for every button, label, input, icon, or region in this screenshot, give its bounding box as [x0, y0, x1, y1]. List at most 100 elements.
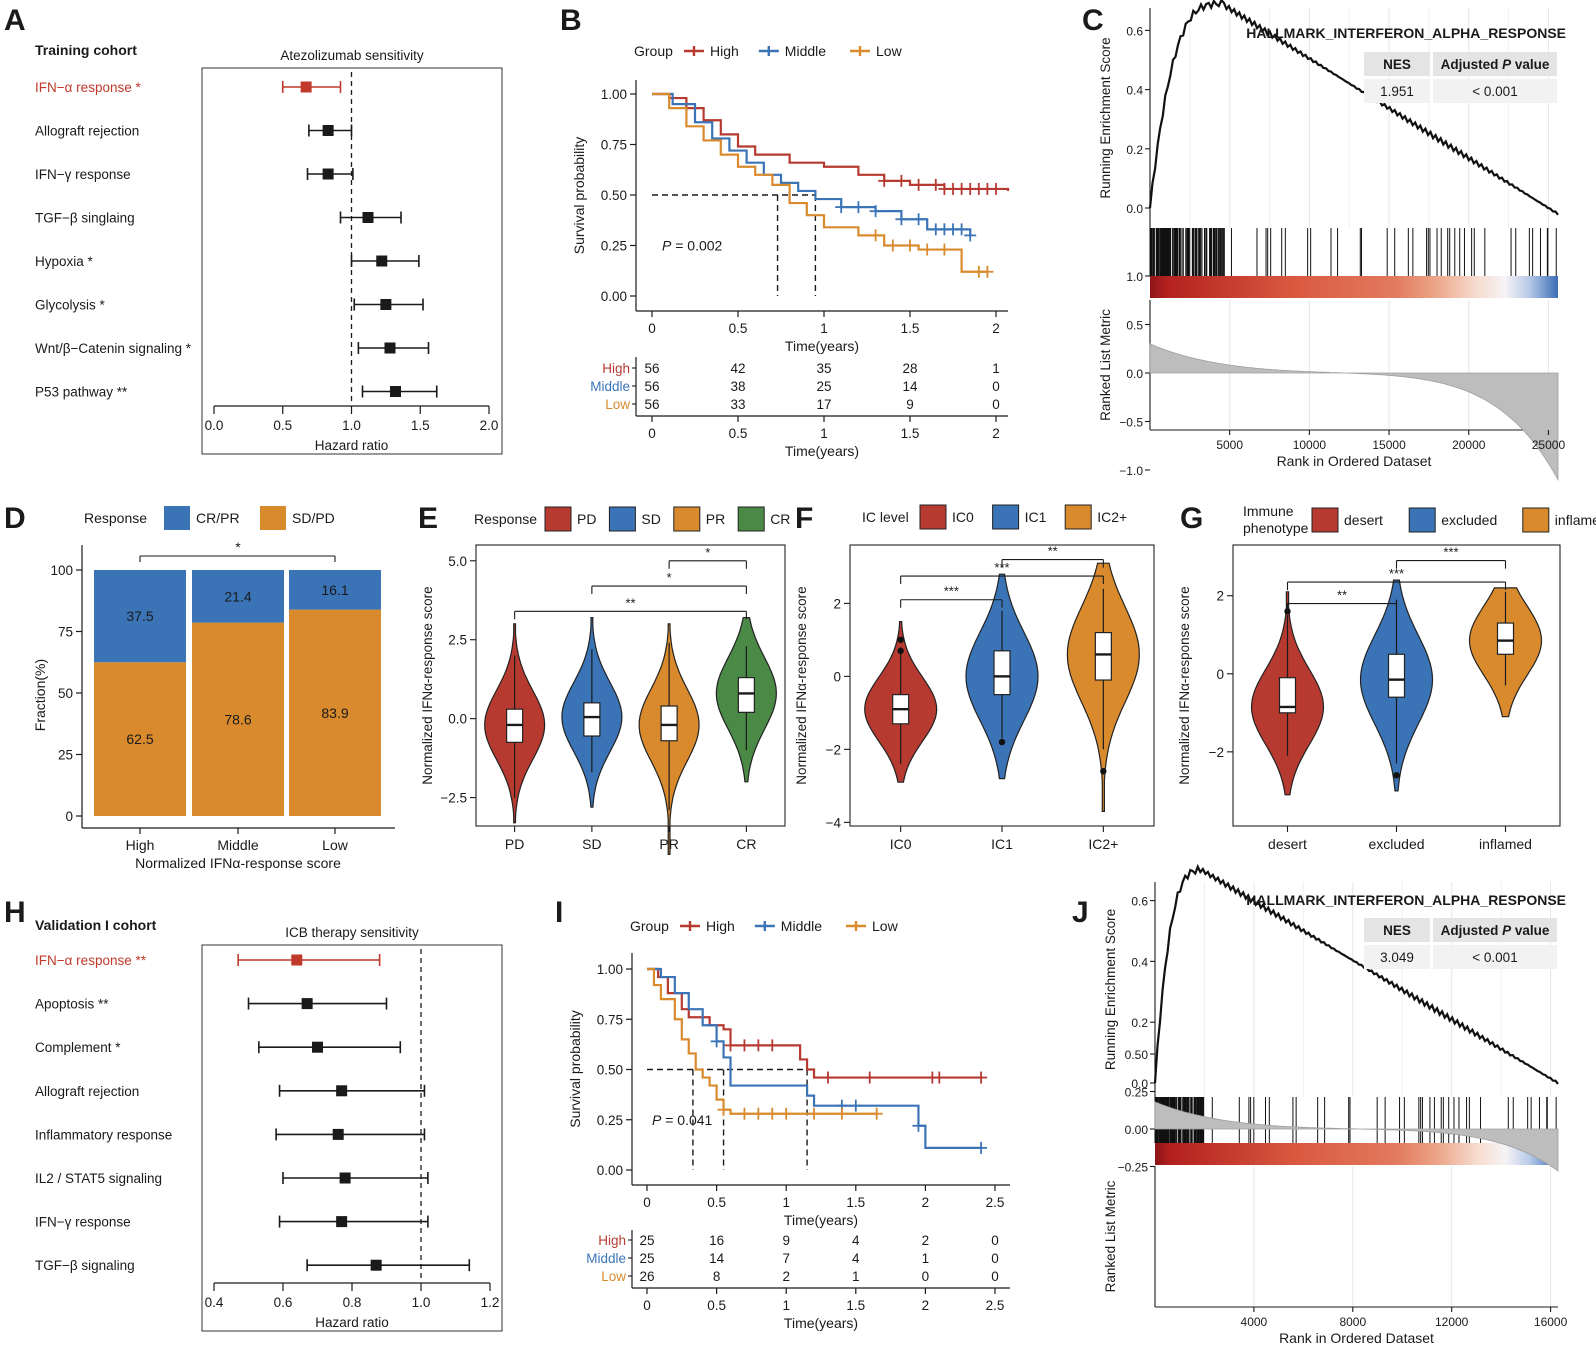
x-tick-label: 0.5 — [729, 321, 748, 336]
cohort-label: Validation I cohort — [35, 917, 157, 933]
y-tick-label: 0.00 — [601, 289, 627, 304]
gsea-plot-j: 0.0 0.2 0.4 0.6 HALLMARK_INTERFERON_ALPHA_RE… — [1103, 863, 1568, 1346]
panel-letter-b: B — [560, 4, 582, 37]
x-tick-label: 1 — [820, 321, 828, 336]
forest-title: ICB therapy sensitivity — [285, 925, 419, 940]
x-tick-label: 2.5 — [986, 1195, 1005, 1210]
rank-x-tick-label: 15000 — [1372, 438, 1406, 452]
legend-label-sdpd: SD/PD — [292, 510, 335, 526]
es-y-tick-label: 0.0 — [1131, 1077, 1148, 1091]
forest-plot-a: Training cohort Atezolizumab sensitivity I… — [35, 42, 503, 455]
box-inflamed — [1496, 622, 1515, 655]
forest-row-label: IFN−α response * — [35, 80, 141, 95]
rank-x-axis-title: Rank in Ordered Dataset — [1277, 453, 1432, 469]
metric-y-tick-label: 0.50 — [1125, 1048, 1149, 1062]
x-tick-label: 0 — [643, 1195, 651, 1210]
panel-letter-i: I — [555, 896, 563, 929]
es-y-tick-label: 0.6 — [1131, 895, 1148, 909]
box-cr — [737, 677, 755, 713]
outlier-point — [1100, 768, 1107, 775]
legend-label-excluded: excluded — [1441, 512, 1497, 528]
x-axis-title: Time(years) — [784, 1212, 858, 1228]
hazard-ratio-point — [322, 125, 334, 136]
panel-letter-a: A — [4, 4, 26, 37]
risk-table-value: 25 — [816, 379, 831, 394]
risk-x-tick-label: 2.5 — [986, 1298, 1005, 1313]
y-tick-label: 1.00 — [601, 87, 627, 102]
y-tick-label: 0.25 — [601, 239, 627, 254]
legend-label-high: High — [706, 918, 735, 934]
legend-label-cr: CR — [770, 511, 790, 527]
legend-label-desert: desert — [1344, 512, 1383, 528]
risk-table-label-middle: Middle — [586, 1251, 626, 1266]
x-tick-label: CR — [736, 836, 756, 852]
forest-row-label: Allograft rejection — [35, 1084, 139, 1099]
bar-crpr — [192, 570, 284, 623]
risk-table-label-high: High — [598, 1233, 626, 1248]
risk-x-tick-label: 0 — [648, 426, 656, 441]
y-tick-label: 0 — [833, 669, 841, 684]
risk-table-value: 0 — [992, 379, 1000, 394]
hazard-ratio-point — [291, 954, 303, 966]
risk-x-tick-label: 1.5 — [846, 1298, 865, 1313]
bar-label-crpr: 21.4 — [224, 588, 251, 604]
panel-letter-h: H — [4, 896, 26, 929]
x-tick-label: 1 — [782, 1195, 790, 1210]
stat-value-bg-nes — [1364, 945, 1430, 969]
y-axis-title: Fraction(%) — [32, 659, 48, 731]
risk-table-label-low: Low — [601, 1269, 626, 1284]
risk-table-value: 9 — [906, 397, 914, 412]
x-tick-label: inflamed — [1479, 836, 1532, 852]
es-y-tick-label: 0.2 — [1126, 143, 1143, 157]
running-enrichment-curve — [1148, 0, 1559, 216]
y-tick-label: 0 — [1216, 667, 1224, 682]
legend-swatch-pd — [544, 506, 572, 532]
risk-table-value: 35 — [816, 361, 831, 376]
legend-label-pd: PD — [577, 511, 596, 527]
risk-table-label-low: Low — [605, 397, 630, 412]
y-axis-title: Normalized IFNα-response score — [1177, 586, 1192, 784]
metric-y-axis-title: Ranked List Metric — [1098, 309, 1113, 421]
y-tick-label: 75 — [58, 625, 73, 640]
risk-table-value: 1 — [852, 1269, 860, 1284]
legend-label-high: High — [710, 43, 739, 59]
y-tick-label: 100 — [50, 563, 73, 578]
x-tick-label: 2 — [922, 1195, 930, 1210]
x-axis-title: Hazard ratio — [315, 1315, 389, 1330]
risk-table-value: 2 — [922, 1233, 930, 1248]
hazard-ratio-point — [380, 299, 392, 310]
survival-curve-high — [647, 967, 982, 1079]
risk-table-value: 25 — [639, 1251, 654, 1266]
y-tick-label: 25 — [58, 748, 73, 763]
es-y-tick-label: 0.4 — [1126, 84, 1143, 98]
rank-color-strip — [1155, 1143, 1558, 1165]
stat-value-bg-p — [1433, 945, 1557, 969]
legend-label-pr: PR — [706, 511, 725, 527]
panel-letter-e: E — [418, 502, 438, 535]
x-tick-label: 0.5 — [707, 1195, 726, 1210]
x-tick-label: 1.5 — [846, 1195, 865, 1210]
ranked-metric-area — [1149, 343, 1559, 482]
forest-row-label: Glycolysis * — [35, 298, 106, 313]
x-tick-label: excluded — [1368, 836, 1424, 852]
y-tick-label: 0.75 — [601, 138, 627, 153]
risk-x-tick-label: 0.5 — [707, 1298, 726, 1313]
stat-value-nes: 1.951 — [1380, 84, 1414, 99]
box-desert — [1278, 677, 1297, 714]
bar-label-sdpd: 83.9 — [321, 705, 348, 721]
legend-title-line2: phenotype — [1243, 520, 1309, 536]
hazard-ratio-point — [300, 81, 312, 93]
hazard-ratio-point — [390, 386, 401, 397]
risk-table-value: 0 — [991, 1269, 999, 1284]
y-tick-label: 50 — [58, 686, 73, 701]
x-tick-label: PD — [505, 836, 524, 852]
p-value-label: P = 0.002 — [662, 238, 723, 254]
forest-frame — [201, 944, 503, 1332]
risk-table-value: 7 — [782, 1251, 790, 1266]
es-y-axis-title: Running Enrichment Score — [1103, 909, 1118, 1070]
survival-curve-low — [647, 967, 877, 1115]
x-tick-label: 0.4 — [205, 1295, 224, 1310]
stat-header-adjusted-p: Adjusted P value — [1441, 923, 1550, 938]
survival-curve-high — [652, 92, 1010, 191]
